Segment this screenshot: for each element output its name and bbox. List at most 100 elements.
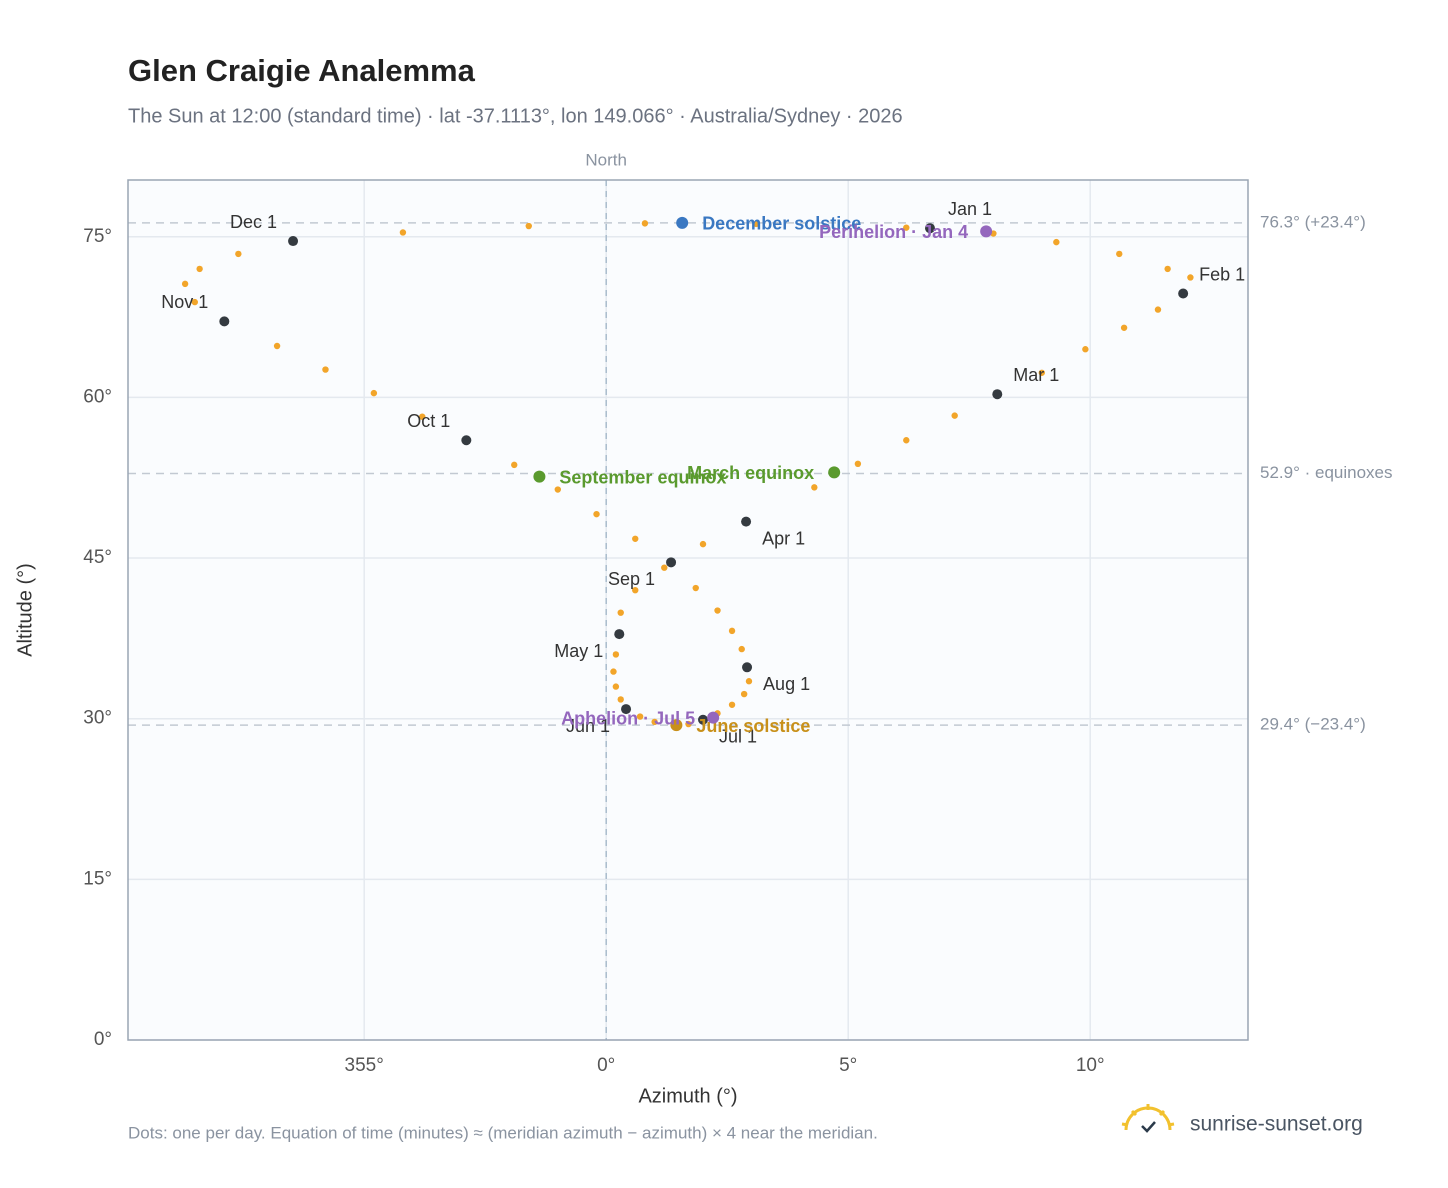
month-marker (992, 389, 1003, 400)
day-dot (753, 220, 760, 228)
y-tick-label: 30° (83, 708, 112, 729)
month-marker (219, 316, 230, 327)
day-dot (745, 678, 753, 685)
y-tick-label: 45° (83, 547, 112, 568)
day-dot (1164, 265, 1171, 273)
day-dot (1154, 306, 1162, 313)
month-label: Oct 1 (407, 411, 450, 431)
day-dot (661, 564, 668, 571)
day-dot (196, 265, 203, 273)
day-dot (854, 460, 862, 468)
day-dot (728, 627, 736, 635)
day-dot (811, 484, 818, 491)
y-tick-label: 75° (83, 226, 112, 247)
event-label: December solstice (702, 214, 861, 234)
day-dot (699, 540, 707, 548)
y-axis-label: Altitude (°) (14, 563, 36, 657)
month-marker (614, 629, 625, 640)
day-dot (651, 718, 658, 726)
plot-frame (127, 179, 1249, 1041)
x-tick-label: 10° (1076, 1055, 1105, 1076)
month-label: Sep 1 (608, 569, 655, 589)
brand-logo (1121, 1104, 1175, 1133)
day-dot (617, 609, 624, 616)
month-label: Jul 1 (719, 727, 757, 747)
x-tick-label: 355° (345, 1055, 384, 1076)
month-marker (742, 662, 753, 673)
month-marker (925, 223, 936, 234)
day-dot (525, 222, 532, 230)
brand-name: sunrise-sunset.org (1190, 1113, 1363, 1136)
day-dot (728, 701, 736, 708)
day-dot (419, 413, 426, 420)
reference-label: 52.9° · equinoxes (1260, 463, 1393, 482)
day-dot (641, 220, 649, 227)
chart-title: Glen Craigie Analemma (128, 53, 476, 88)
day-dot (593, 510, 600, 518)
day-dot (191, 298, 198, 306)
plot-area (128, 180, 1248, 1040)
month-label: Jun 1 (566, 716, 610, 736)
day-dot (181, 280, 189, 288)
day-dot (1038, 369, 1046, 376)
reference-label: 29.4° (−23.4°) (1260, 715, 1366, 734)
day-dot (1082, 346, 1089, 353)
day-dot (903, 224, 910, 231)
day-dot (636, 713, 644, 720)
day-dot (1120, 324, 1128, 331)
y-tick-label: 60° (83, 386, 112, 407)
day-dot (951, 412, 958, 419)
day-dot (714, 607, 721, 614)
footnote: Dots: one per day. Equation of time (min… (128, 1123, 878, 1142)
event-marker (670, 719, 683, 732)
day-dot (903, 437, 910, 444)
month-marker (621, 704, 632, 715)
month-label: Jan 1 (948, 199, 992, 219)
day-dot (511, 461, 518, 469)
event-label: June solstice (696, 716, 810, 736)
day-dot (632, 586, 639, 594)
month-marker (1178, 288, 1189, 299)
month-label: Apr 1 (762, 528, 805, 548)
month-label: Dec 1 (230, 212, 277, 232)
day-dot (612, 651, 620, 658)
event-marker (676, 216, 689, 229)
month-label: May 1 (554, 641, 603, 661)
event-label: September equinox (559, 467, 726, 487)
event-marker (707, 711, 720, 724)
day-dot (273, 342, 281, 350)
month-label: Mar 1 (1013, 365, 1059, 385)
day-dot (617, 696, 624, 703)
x-axis-label: Azimuth (°) (638, 1085, 737, 1107)
y-tick-label: 0° (94, 1029, 112, 1050)
event-label: March equinox (687, 463, 814, 483)
day-dot (612, 683, 620, 690)
event-label: Aphelion · Jul 5 (561, 708, 695, 728)
day-dot (740, 690, 748, 698)
day-dot (554, 486, 562, 493)
month-marker (741, 516, 752, 527)
event-marker (980, 225, 993, 238)
reference-label: 76.3° (+23.4°) (1260, 212, 1366, 231)
event-marker (828, 466, 841, 479)
month-label: Nov 1 (161, 292, 208, 312)
y-tick-label: 15° (83, 868, 112, 889)
month-marker (288, 236, 299, 247)
month-marker (698, 714, 709, 725)
meridian-label: North (585, 150, 627, 169)
event-label: Perihelion · Jan 4 (819, 222, 968, 242)
day-dot (685, 720, 692, 728)
month-marker (461, 435, 472, 446)
day-dot (322, 366, 329, 373)
day-dot (1053, 238, 1060, 246)
x-tick-label: 0° (597, 1055, 615, 1076)
month-label: Aug 1 (763, 674, 810, 694)
day-dot (632, 535, 639, 542)
day-dot (738, 645, 745, 653)
x-tick-label: 5° (839, 1055, 857, 1076)
day-dot (1116, 250, 1123, 258)
chart-subtitle: The Sun at 12:00 (standard time) · lat -… (128, 105, 903, 127)
day-dot (399, 229, 407, 236)
day-dot (610, 668, 617, 675)
